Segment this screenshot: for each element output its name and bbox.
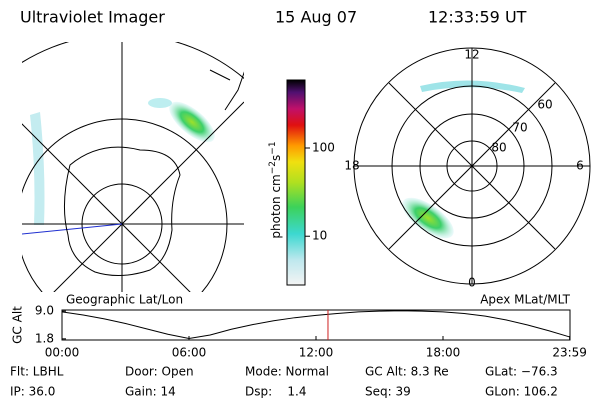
colorbar (286, 79, 306, 286)
info-field: Dsp: 1.4 (245, 385, 307, 399)
date: 15 Aug 07 (275, 8, 357, 27)
polar-map (402, 80, 525, 239)
colorbar-label: photon cm−2s−1 (268, 141, 283, 238)
polar-grid (353, 47, 591, 285)
alt-curve (61, 310, 570, 339)
alt-xtick-label: 12:00 (299, 346, 334, 360)
alt-ylabel: GC Alt (11, 306, 25, 344)
info-field: Mode: Normal (245, 365, 329, 379)
alt-xtick-label: 18:00 (426, 346, 461, 360)
polar-label: 60 (537, 98, 552, 112)
polar-label: 6 (576, 159, 584, 173)
info-field: Flt: LBHL (10, 365, 64, 379)
info-field: Gain: 14 (125, 385, 176, 399)
polar-label: 18 (344, 159, 359, 173)
title: Ultraviolet Imager (20, 8, 165, 27)
alt-ytick-label: 9.0 (35, 304, 54, 318)
polar-label: 70 (512, 121, 527, 135)
info-field: GLat: −76.3 (485, 365, 558, 379)
colorbar-tick-label: 100 (312, 141, 335, 155)
alt-ytick-label: 1.8 (35, 331, 54, 345)
polar-label: 0 (468, 276, 476, 290)
polar-label: 80 (491, 141, 506, 155)
info-field: GC Alt: 8.3 Re (365, 365, 449, 379)
colorbar-tick-label: 10 (312, 229, 327, 243)
alt-xtick-label: 23:59 (552, 346, 587, 360)
info-field: IP: 36.0 (10, 385, 55, 399)
info-field: Seq: 39 (365, 385, 411, 399)
time: 12:33:59 UT (428, 8, 527, 27)
info-field: Door: Open (125, 365, 194, 379)
polar-label: 12 (464, 48, 479, 62)
alt-frame (61, 309, 571, 341)
geo-map (22, 42, 244, 292)
polar-title: Apex MLat/MLT (480, 293, 570, 307)
map-title: Geographic Lat/Lon (66, 293, 183, 307)
alt-xtick-label: 00:00 (45, 346, 80, 360)
alt-xtick-label: 06:00 (172, 346, 207, 360)
info-field: GLon: 106.2 (485, 385, 558, 399)
